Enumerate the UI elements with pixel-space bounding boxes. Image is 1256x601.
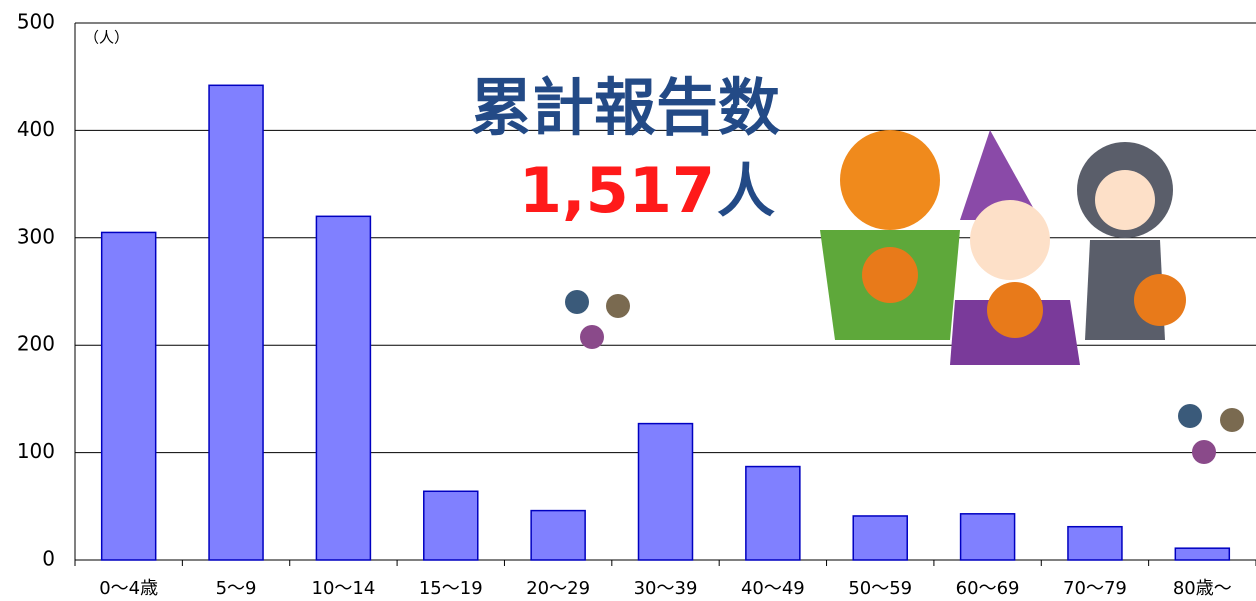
- bar: [424, 491, 478, 560]
- annotation-total: 1,517: [519, 154, 715, 227]
- annotation-title: 累計報告数: [470, 71, 780, 144]
- unit-label: （人）: [84, 29, 129, 47]
- bar: [746, 467, 800, 560]
- bar: [961, 514, 1015, 560]
- bar: [1068, 527, 1122, 560]
- y-tick-label: 500: [17, 10, 55, 34]
- bar: [316, 216, 370, 560]
- bar: [1175, 548, 1229, 560]
- y-tick-label: 400: [17, 117, 55, 141]
- x-tick-label: 5〜9: [216, 578, 257, 599]
- bar: [853, 516, 907, 560]
- chart: （人） 累計報告数 1,517 人 0 100 200 300 400 500 0〜4歳 5〜…: [0, 0, 1256, 601]
- x-tick-label: 80歳〜: [1173, 578, 1232, 599]
- bar: [102, 232, 156, 560]
- x-tick-label: 60〜69: [956, 578, 1020, 599]
- x-tick-label: 40〜49: [741, 578, 805, 599]
- bar: [531, 511, 585, 560]
- y-tick-label: 300: [17, 224, 55, 248]
- x-tick-label: 15〜19: [419, 578, 483, 599]
- y-tick-label: 200: [17, 332, 55, 356]
- x-tick-label: 10〜14: [312, 578, 376, 599]
- y-tick-label: 0: [42, 547, 55, 571]
- x-tick-label: 20〜29: [526, 578, 590, 599]
- x-tick-label: 50〜59: [848, 578, 912, 599]
- bar: [639, 424, 693, 560]
- annotation-unit: 人: [717, 157, 775, 225]
- x-tick-label: 70〜79: [1063, 578, 1127, 599]
- x-tick-label: 30〜39: [634, 578, 698, 599]
- bar: [209, 85, 263, 560]
- y-tick-label: 100: [17, 439, 55, 463]
- x-tick-label: 0〜4歳: [99, 578, 158, 599]
